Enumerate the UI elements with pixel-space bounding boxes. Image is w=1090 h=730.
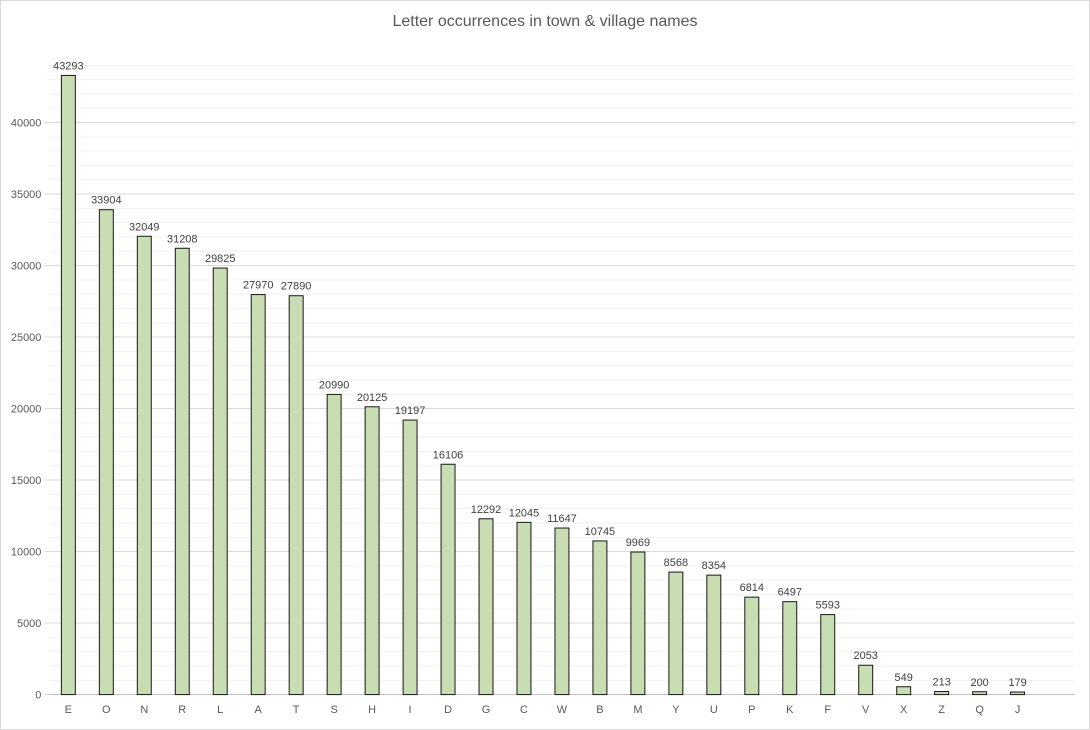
y-axis-tick-label: 5000 — [17, 618, 41, 630]
bar-value-label: 549 — [895, 672, 913, 684]
x-axis-category-label: V — [862, 704, 870, 716]
y-axis: 0 5000 10000 15000 20000 25000 30000 35000 40000 — [11, 118, 50, 702]
x-axis-category-label: K — [786, 704, 794, 716]
x-axis-category-label: L — [217, 704, 223, 716]
bar-value-label: 11647 — [547, 513, 577, 525]
y-axis-tick-label: 15000 — [11, 475, 41, 487]
x-axis-category-label: X — [900, 704, 908, 716]
x-axis-category-label: S — [330, 704, 337, 716]
x-axis-category-label: C — [520, 704, 528, 716]
bars — [60, 74, 1026, 696]
bar — [60, 74, 76, 696]
bar-value-label: 32049 — [129, 221, 159, 233]
x-axis-category-label: Q — [975, 704, 984, 716]
bar-value-label: 27970 — [243, 280, 273, 292]
x-axis-category-label: D — [444, 704, 452, 716]
x-axis-category-label: P — [748, 704, 755, 716]
bar — [744, 596, 760, 696]
bar-value-label: 10745 — [585, 526, 615, 538]
bar — [896, 686, 912, 696]
x-axis-category-label: F — [824, 704, 831, 716]
bar — [288, 295, 304, 696]
x-axis-category-label: U — [710, 704, 718, 716]
bar — [972, 691, 988, 696]
bar-value-label: 2053 — [854, 650, 878, 662]
x-axis-category-label: G — [482, 704, 491, 716]
x-axis-category-label: T — [293, 704, 300, 716]
bar — [592, 540, 608, 696]
bar — [630, 551, 646, 696]
x-axis-category-label: A — [255, 704, 263, 716]
bar-value-label: 20125 — [357, 392, 387, 404]
bar-value-label: 12292 — [471, 504, 501, 516]
bar — [934, 691, 950, 696]
bar — [516, 521, 532, 696]
x-axis-category-label: Z — [938, 704, 945, 716]
x-axis-category-label: E — [65, 704, 72, 716]
bar — [440, 463, 456, 696]
chart-title: Letter occurrences in town & village nam… — [392, 13, 698, 30]
bar — [136, 235, 152, 696]
bar-value-label: 179 — [1008, 677, 1026, 689]
y-axis-tick-label: 30000 — [11, 261, 41, 273]
x-axis-category-label: B — [596, 704, 603, 716]
bar-value-label: 43293 — [53, 60, 83, 72]
bar-value-label: 31208 — [167, 233, 197, 245]
bar — [478, 518, 494, 696]
bar — [402, 419, 418, 696]
bar — [98, 209, 114, 696]
bar — [820, 614, 836, 696]
bar-value-label: 19197 — [395, 405, 425, 417]
bar-value-label: 20990 — [319, 379, 349, 391]
x-axis-category-label: Y — [672, 704, 680, 716]
bar — [250, 294, 266, 696]
bar — [706, 574, 722, 696]
bar — [364, 406, 380, 696]
x-axis-category-label: J — [1015, 704, 1020, 716]
x-axis-category-label: I — [409, 704, 412, 716]
x-axis-category-label: N — [140, 704, 148, 716]
bar-value-label: 6497 — [778, 587, 802, 599]
y-axis-tick-label: 20000 — [11, 404, 41, 416]
bar-value-label: 213 — [933, 677, 951, 689]
bar-value-label: 12045 — [509, 507, 539, 519]
x-axis-category-label: H — [368, 704, 376, 716]
bar-value-label: 29825 — [205, 253, 235, 265]
x-axis-category-label: R — [178, 704, 186, 716]
bar — [212, 267, 228, 696]
y-axis-tick-label: 40000 — [11, 118, 41, 130]
bar — [554, 527, 570, 696]
bar-value-label: 9969 — [626, 537, 650, 549]
x-axis-category-label: M — [633, 704, 642, 716]
bar — [174, 247, 190, 696]
data-labels: 43293 33904 32049 31208 29825 27970 27890 20990… — [53, 60, 1027, 689]
bar — [1010, 691, 1026, 696]
y-axis-tick-label: 35000 — [11, 189, 41, 201]
bar — [782, 601, 798, 696]
y-axis-tick-label: 25000 — [11, 332, 41, 344]
bar — [858, 664, 874, 696]
bar-value-label: 8568 — [664, 557, 688, 569]
bar-value-label: 8354 — [702, 560, 726, 572]
bar-value-label: 27890 — [281, 281, 311, 293]
x-axis-category-label: W — [557, 704, 568, 716]
bar — [668, 571, 684, 696]
bar-value-label: 6814 — [740, 582, 764, 594]
bar — [326, 393, 342, 696]
bar-value-label: 200 — [970, 677, 988, 689]
bar-value-label: 5593 — [816, 600, 840, 612]
y-axis-tick-label: 0 — [35, 690, 41, 702]
bar-value-label: 16106 — [433, 449, 463, 461]
bar-value-label: 33904 — [91, 195, 121, 207]
y-axis-tick-label: 10000 — [11, 547, 41, 559]
x-axis-category-label: O — [102, 704, 111, 716]
